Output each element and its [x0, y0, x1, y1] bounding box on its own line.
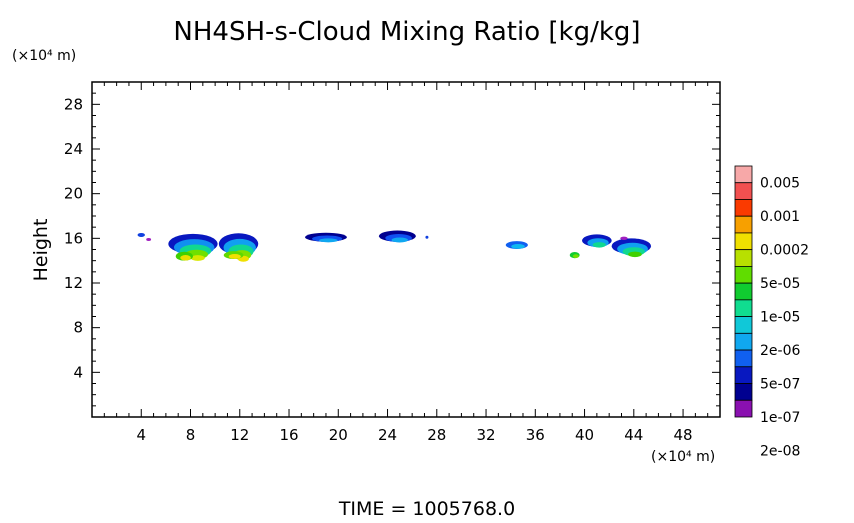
colorbar-label: 1e-07 — [760, 410, 800, 426]
y-tick-label: 8 — [73, 319, 83, 337]
colorbar-label: 2e-06 — [760, 343, 800, 359]
y-tick-label: 28 — [64, 95, 83, 113]
time-label: TIME = 1005768.0 — [338, 498, 515, 519]
cloud-contour — [620, 236, 628, 241]
colorbar-swatch — [734, 316, 753, 334]
chart-title: NH4SH-s-Cloud Mixing Ratio [kg/kg] — [173, 17, 640, 47]
x-tick-label: 8 — [186, 426, 196, 444]
y-axis-label: Height — [30, 219, 52, 282]
cloud-contour — [628, 251, 642, 258]
x-tick-label: 12 — [230, 426, 249, 444]
x-tick-label: 44 — [624, 426, 643, 444]
x-tick-label: 32 — [476, 426, 495, 444]
colorbar-swatch — [734, 399, 753, 418]
colorbar-swatch — [734, 332, 753, 351]
colorbar-swatch — [734, 182, 753, 200]
cloud-contour — [592, 242, 606, 248]
x-tick-label: 20 — [329, 426, 348, 444]
cloud-cell — [582, 234, 612, 248]
y-tick-label: 20 — [64, 185, 83, 203]
cloud-contour — [137, 232, 145, 237]
x-tick-label: 4 — [136, 426, 146, 444]
colorbar-label: 5e-05 — [760, 276, 800, 292]
cloud-contour — [425, 235, 429, 239]
colorbar-swatch — [734, 383, 753, 401]
cloud-cell — [175, 251, 193, 261]
y-tick-label: 24 — [64, 140, 83, 158]
x-tick-label: 16 — [279, 426, 298, 444]
x-tick-labels: 4 8 12 16 20 24 28 32 36 40 44 48 — [136, 426, 692, 444]
colorbar-swatch — [734, 249, 753, 267]
y-unit-label: (×10⁴ m) — [12, 48, 76, 64]
cloud-cell — [305, 232, 347, 243]
cloud-cell — [146, 237, 152, 241]
colorbar-label: 1e-05 — [760, 310, 800, 326]
colorbar-label: 0.005 — [760, 176, 800, 192]
axis-ticks — [92, 82, 720, 417]
x-tick-label: 48 — [674, 426, 693, 444]
y-tick-labels: 4 8 12 16 20 24 28 — [64, 95, 83, 381]
colorbar-swatch — [734, 199, 753, 217]
y-tick-label: 16 — [64, 229, 83, 247]
cloud-contour — [190, 255, 205, 261]
cloud-contour — [511, 243, 525, 249]
cloud-contour — [228, 254, 241, 259]
colorbar-swatch — [734, 366, 753, 384]
colorbar-swatch — [734, 349, 753, 368]
colorbar-label: 0.0002 — [760, 243, 809, 259]
cloud-contour — [572, 254, 579, 259]
colorbar-swatch — [734, 232, 753, 251]
cloud-cell — [611, 238, 652, 258]
x-tick-label: 24 — [378, 426, 397, 444]
colorbar-swatch — [734, 299, 753, 318]
cloud-contour — [180, 255, 191, 261]
colorbar-swatch — [734, 165, 753, 184]
cloud-cell — [378, 230, 416, 243]
x-unit-label: (×10⁴ m) — [651, 449, 715, 465]
y-tick-label: 12 — [64, 274, 83, 292]
colorbar: 0.005 0.001 0.0002 5e-05 1e-05 2e-06 5e-07 1e-0… — [734, 165, 809, 459]
x-tick-label: 28 — [427, 426, 446, 444]
colorbar-swatch — [734, 265, 753, 284]
cloud-cell — [425, 235, 429, 239]
cloud-field — [137, 230, 652, 262]
cloud-cell — [505, 241, 528, 249]
colorbar-label: 2e-08 — [760, 443, 800, 459]
cloud-cell — [620, 236, 628, 241]
colorbar-label: 5e-07 — [760, 377, 800, 393]
colorbar-label: 0.001 — [760, 209, 800, 225]
cloud-cell — [137, 232, 145, 237]
x-tick-label: 40 — [575, 426, 594, 444]
x-tick-label: 36 — [526, 426, 545, 444]
colorbar-swatch — [734, 282, 753, 301]
colorbar-swatch — [734, 215, 753, 234]
cloud-contour — [146, 237, 152, 241]
cloud-cell — [569, 251, 580, 259]
y-tick-label: 4 — [73, 363, 83, 381]
cloud-contour — [391, 237, 408, 243]
cloud-contour — [319, 238, 338, 243]
cloud-cell — [223, 251, 244, 259]
